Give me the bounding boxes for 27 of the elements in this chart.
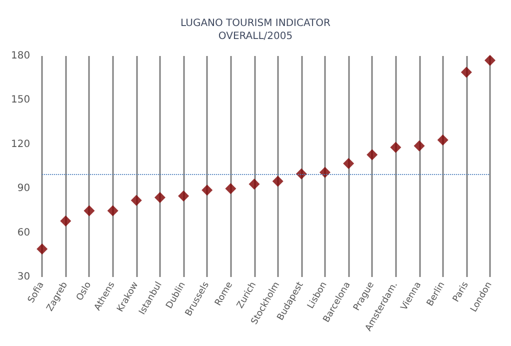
point bbox=[225, 183, 236, 194]
y-tick-label: 120 bbox=[10, 138, 30, 150]
point bbox=[366, 149, 378, 160]
point bbox=[484, 54, 496, 66]
point bbox=[36, 244, 48, 255]
point bbox=[60, 216, 72, 227]
point bbox=[343, 158, 354, 170]
y-tick-label: 60 bbox=[17, 227, 30, 238]
point bbox=[130, 194, 142, 206]
point bbox=[178, 190, 190, 202]
point bbox=[107, 205, 118, 216]
point bbox=[84, 205, 95, 216]
y-tick-label: 150 bbox=[10, 94, 30, 106]
chart-title: LUGANO TOURISM INDICATOR OVERALL/2005 bbox=[180, 18, 331, 42]
point bbox=[248, 178, 260, 190]
point bbox=[154, 192, 166, 203]
y-tick-label: 30 bbox=[17, 272, 30, 282]
point bbox=[414, 140, 425, 152]
y-tick-label: 90 bbox=[17, 183, 30, 194]
point bbox=[437, 134, 448, 146]
point bbox=[202, 184, 213, 196]
point bbox=[319, 166, 330, 178]
y-tick-label: 180 bbox=[10, 50, 30, 62]
point bbox=[390, 142, 402, 153]
point bbox=[272, 176, 284, 187]
point bbox=[296, 168, 307, 180]
point bbox=[460, 66, 472, 78]
